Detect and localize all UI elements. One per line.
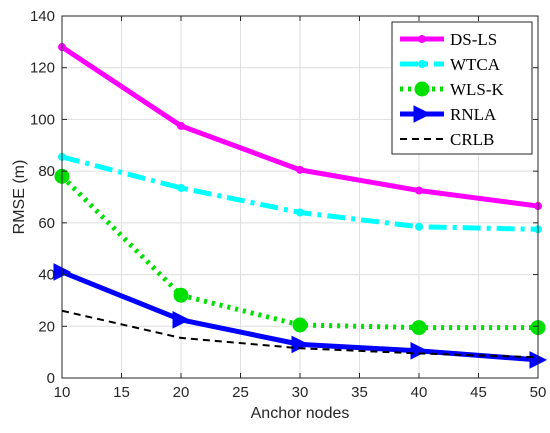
series-line-crlb xyxy=(61,309,539,359)
legend-marker-wls-k xyxy=(414,81,430,97)
data-point-wtca xyxy=(177,183,185,192)
y-tick-label: 40 xyxy=(38,267,55,284)
ticks: 10 15 20 25 30 35 40 45 50 0 20 40 60 80 100 120 140 xyxy=(30,8,546,401)
series-layer xyxy=(53,43,548,369)
series-crlb xyxy=(61,309,539,359)
x-axis-label: Anchor nodes xyxy=(251,405,350,422)
legend-label-ds-ls: DS-LS xyxy=(450,30,497,49)
x-tick-label: 50 xyxy=(530,384,547,401)
legend-item-wtca: WTCA xyxy=(400,55,501,74)
y-tick-label: 120 xyxy=(30,60,55,77)
data-point-wls-k xyxy=(173,287,189,303)
legend-label-rnla: RNLA xyxy=(450,105,497,124)
legend-item-crlb: CRLB xyxy=(400,130,494,149)
data-point-wls-k xyxy=(411,320,427,336)
series-wls-k xyxy=(54,168,546,336)
data-point-ds-ls xyxy=(177,121,185,130)
y-tick-label: 80 xyxy=(38,163,55,180)
legend-marker-wtca xyxy=(418,60,426,68)
x-tick-label: 35 xyxy=(351,384,368,401)
y-tick-label: 60 xyxy=(38,215,55,232)
x-tick-label: 45 xyxy=(470,384,487,401)
data-point-wls-k xyxy=(292,317,308,333)
x-tick-label: 25 xyxy=(232,384,249,401)
x-tick-label: 15 xyxy=(113,384,130,401)
x-tick-label: 40 xyxy=(411,384,428,401)
x-tick-label: 10 xyxy=(54,384,71,401)
data-point-wtca xyxy=(296,208,304,217)
x-tick-label: 20 xyxy=(173,384,190,401)
y-tick-label: 140 xyxy=(30,8,55,25)
legend-item-rnla: RNLA xyxy=(400,105,497,124)
legend-item-wls-k: WLS-K xyxy=(400,80,505,99)
legend-label-crlb: CRLB xyxy=(450,130,494,149)
legend-label-wls-k: WLS-K xyxy=(450,80,505,99)
y-tick-label: 100 xyxy=(30,111,55,128)
data-point-rnla xyxy=(172,311,191,329)
legend-marker-rnla xyxy=(413,105,432,123)
legend: DS-LS WTCA WLS-K RNLA CRLB xyxy=(391,21,533,155)
data-point-rnla xyxy=(410,342,429,360)
legend-item-ds-ls: DS-LS xyxy=(400,30,497,49)
legend-marker-ds-ls xyxy=(418,35,426,43)
data-point-ds-ls xyxy=(415,186,423,195)
y-tick-label: 0 xyxy=(47,370,55,387)
legend-label-wtca: WTCA xyxy=(450,55,501,74)
data-point-ds-ls xyxy=(296,165,304,174)
y-axis-label: RMSE (m) xyxy=(11,160,28,235)
x-tick-label: 30 xyxy=(292,384,309,401)
y-tick-label: 20 xyxy=(38,318,55,335)
data-point-wtca xyxy=(415,222,423,231)
